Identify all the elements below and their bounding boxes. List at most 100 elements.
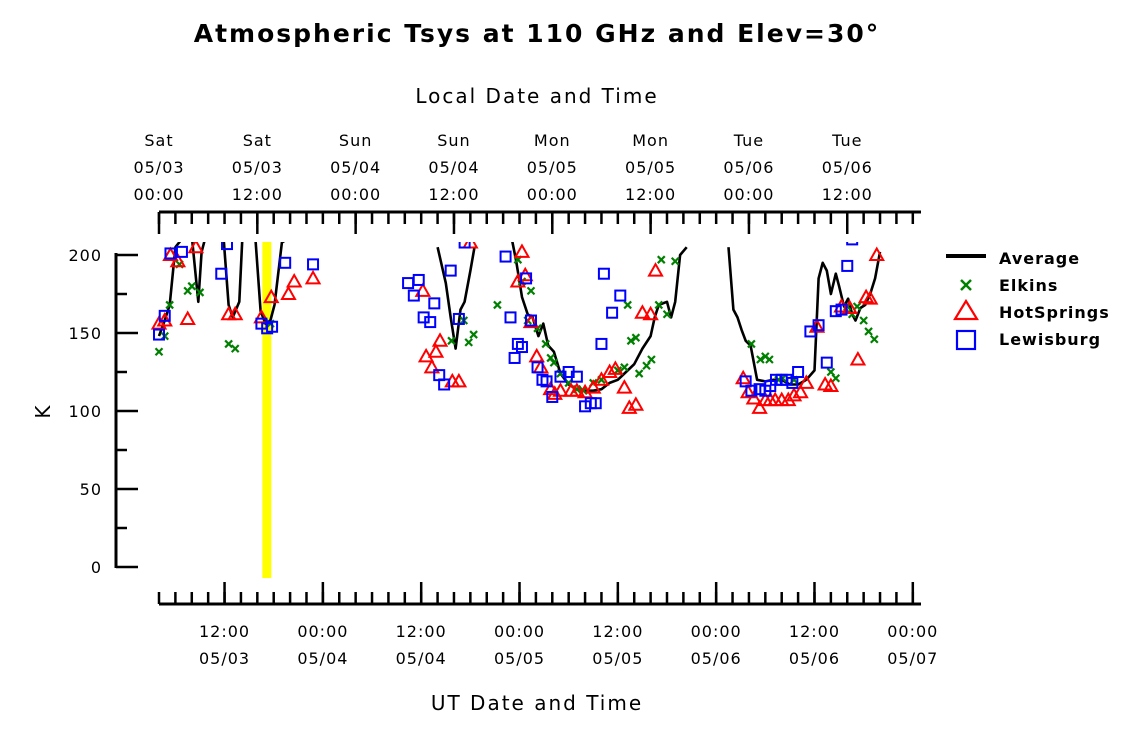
top-tick-label: 05/06 [723,158,774,177]
point-hotsprings [187,242,205,254]
marker-x-stroke [546,353,555,363]
point-hotsprings [522,313,540,329]
top-tick-label: 12:00 [822,185,873,204]
point-hotsprings [849,350,867,366]
x-axis-title-bottom: UT Date and Time [431,691,643,715]
point-elkins [831,373,841,383]
point-hotsprings [280,285,297,300]
bottom-tick-label: 05/03 [199,649,250,668]
point-hotsprings [734,369,752,385]
bottom-tick-label: 00:00 [691,622,742,641]
legend-swatch-triangle [953,298,979,321]
point-hotsprings [621,399,638,414]
legend-x-stroke [960,279,972,291]
marker-x-stroke [533,324,542,333]
point-elkins [662,310,672,319]
point-lewisburg [402,277,415,290]
point-hotsprings [179,310,196,325]
point-hotsprings [634,304,651,319]
point-lewisburg [428,297,441,310]
point-hotsprings [169,252,187,268]
bottom-tick-label: 05/06 [691,649,742,668]
point-lewisburg [192,227,202,237]
point-lewisburg [438,378,451,391]
point-lewisburg [792,366,805,378]
y-tick-label: 0 [91,558,102,577]
y-tick-label: 150 [68,324,102,343]
top-tick-label: Sun [339,131,372,150]
legend-label-lewisburg: Lewisburg [999,330,1101,349]
point-hotsprings [427,343,445,358]
marker-x-stroke [447,336,456,346]
legend-label-elkins: Elkins [999,276,1058,295]
point-lewisburg [540,375,553,388]
point-elkins [230,344,240,353]
point-lewisburg [508,351,521,364]
bottom-tick-label: 05/05 [494,649,545,668]
point-hotsprings [431,332,449,347]
point-hotsprings [304,269,322,285]
top-tick-label: Sun [437,131,470,150]
bottom-tick-label: 12:00 [396,622,447,641]
marker-x-stroke [826,367,836,377]
series-clip-group [150,227,885,414]
marker-x-stroke [859,316,868,325]
point-elkins [549,358,559,367]
top-tick-label: 05/04 [330,158,381,177]
point-lewisburg [266,320,279,333]
point-lewisburg [504,311,517,324]
highlight-layer [262,242,272,578]
point-lewisburg [458,242,471,249]
point-lewisburg [820,356,833,369]
point-hotsprings [822,377,840,393]
point-elkins [623,300,632,310]
point-lewisburg [524,314,537,327]
marker-x-stroke [631,333,641,342]
marker-x-stroke [493,300,502,310]
bottom-tick-label: 05/06 [789,649,840,668]
top-tick-label: Tue [733,131,764,150]
top-tick-label: 12:00 [232,185,283,204]
top-tick-label: Sat [144,131,173,150]
point-lewisburg [804,325,817,338]
point-hotsprings [861,290,879,305]
bottom-tick-label: 05/04 [297,649,348,668]
point-lewisburg [221,242,234,251]
legend-swatch-square [955,329,977,351]
point-hotsprings [593,371,610,386]
point-elkins [765,355,774,364]
point-lewisburg [595,337,608,350]
bottom-tick-label: 05/04 [396,649,447,668]
x-axis-title-top: Local Date and Time [415,84,658,108]
marker-x-stroke [654,300,664,310]
point-elkins [154,347,164,356]
top-tick-label: 05/04 [428,158,479,177]
point-elkins [859,316,868,325]
top-tick-label: 05/06 [822,158,873,177]
point-lewisburg [614,289,627,302]
marker-x-stroke [656,255,666,264]
point-lewisburg [606,306,619,319]
y-axis-title: K [31,403,55,418]
point-lewisburg [597,267,610,280]
top-tick-label: 00:00 [330,185,381,204]
point-lewisburg [412,273,425,286]
point-hotsprings [450,372,468,388]
marker-x-stroke [613,366,623,375]
marker-x-stroke [469,330,478,339]
point-hotsprings [513,243,531,258]
point-elkins [654,300,664,310]
marker-x-stroke [620,363,629,372]
point-elkins [656,255,666,264]
point-lewisburg [520,272,533,285]
point-hotsprings [607,360,624,375]
top-tick-label: Tue [831,131,862,150]
legend-item-average: Average [946,249,1079,268]
point-lewisburg [164,247,177,260]
point-hotsprings [857,288,875,304]
marker-x-stroke [626,336,636,346]
point-elkins [756,355,765,364]
point-hotsprings [552,382,569,397]
